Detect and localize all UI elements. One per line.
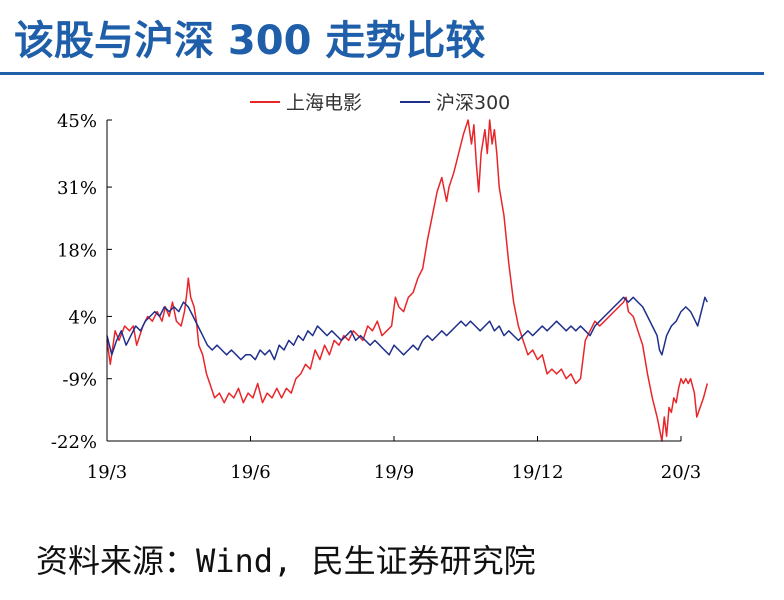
y-tick-label: 45%: [57, 111, 97, 132]
y-tick-label: 18%: [57, 240, 97, 261]
series-layer: [106, 119, 709, 442]
y-tick-label: -22%: [51, 432, 97, 453]
x-tick-label: 19/9: [374, 462, 414, 483]
x-tick-label: 19/6: [230, 462, 270, 483]
chart-title: 该股与沪深 300 走势比较: [14, 18, 486, 64]
stock-comparison-chart: 上海电影 沪深300 45% 31% 18% 4% -9% -22% 19/3 19/6 19/9…: [51, 92, 709, 483]
x-tick-label: 19/12: [512, 462, 564, 483]
y-tick-label: -9%: [62, 370, 97, 391]
source-note: 资料来源：Wind, 民生证券研究院: [36, 542, 536, 580]
legend-label-0: 上海电影: [286, 92, 362, 114]
x-tick-label: 20/3: [661, 462, 701, 483]
series-line-1: [106, 296, 708, 361]
series-line-0: [106, 119, 709, 442]
legend-label-1: 沪深300: [436, 92, 510, 114]
x-tick-label: 19/3: [87, 462, 127, 483]
y-tick-label: 4%: [68, 307, 97, 328]
title-divider: [0, 72, 764, 75]
axes-layer: 45% 31% 18% 4% -9% -22% 19/3 19/6 19/9 19/12 20/3: [51, 111, 701, 483]
y-tick-label: 31%: [57, 178, 97, 199]
legend: 上海电影 沪深300: [250, 92, 510, 114]
